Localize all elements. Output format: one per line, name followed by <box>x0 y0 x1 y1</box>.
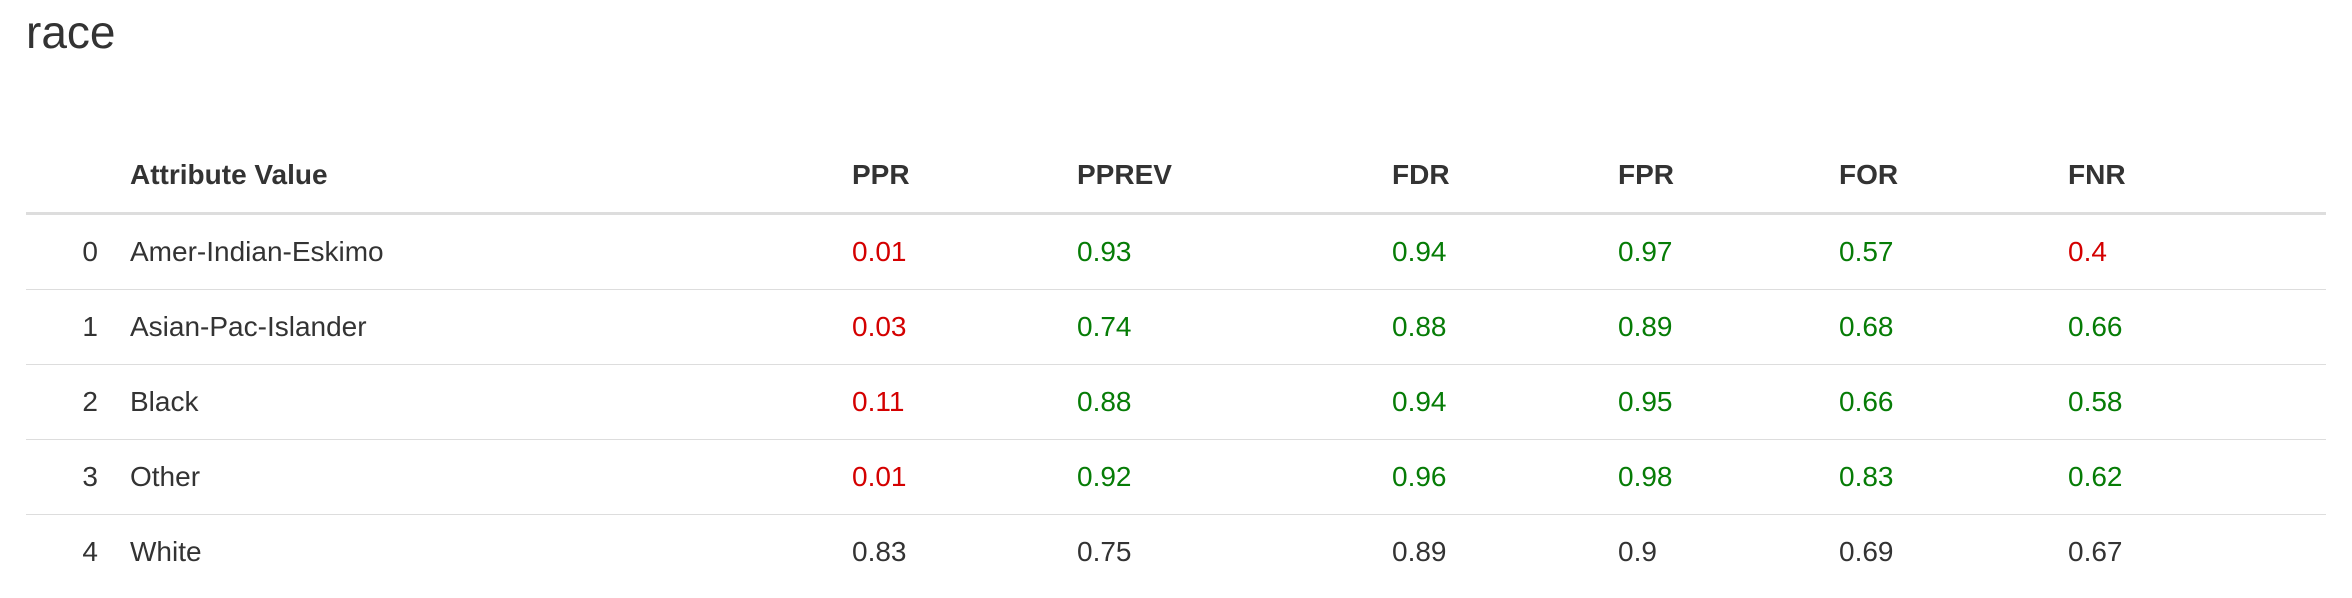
fdr-cell: 0.88 <box>1392 289 1618 365</box>
header-attribute-value: Attribute Value <box>130 138 852 215</box>
table-row: 0 Amer-Indian-Eskimo 0.01 0.93 0.94 0.97 0.57 0… <box>26 213 2326 290</box>
table-header-row: Attribute Value PPR PPREV FDR FPR FOR FN… <box>26 138 2326 215</box>
header-pprev: PPREV <box>1077 138 1392 215</box>
for-cell: 0.83 <box>1839 439 2068 515</box>
ppr-cell: 0.01 <box>852 439 1077 515</box>
ppr-cell: 0.11 <box>852 364 1077 440</box>
row-index: 3 <box>26 439 130 515</box>
fnr-cell: 0.66 <box>2068 289 2326 365</box>
fdr-cell: 0.94 <box>1392 364 1618 440</box>
pprev-cell: 0.74 <box>1077 289 1392 365</box>
fdr-cell: 0.94 <box>1392 213 1618 290</box>
fnr-cell: 0.4 <box>2068 213 2326 290</box>
fpr-cell: 0.97 <box>1618 213 1839 290</box>
ppr-cell: 0.83 <box>852 536 907 567</box>
attribute-value-cell: Amer-Indian-Eskimo <box>130 213 852 290</box>
pprev-cell: 0.88 <box>1077 364 1392 440</box>
metrics-table-container: Attribute Value PPR PPREV FDR FPR FOR FN… <box>26 138 2326 589</box>
attribute-value-cell: White <box>130 536 202 567</box>
row-index: 2 <box>26 364 130 440</box>
fdr-cell: 0.89 <box>1392 536 1447 567</box>
attribute-value-cell: Asian-Pac-Islander <box>130 289 852 365</box>
ppr-cell: 0.01 <box>852 213 1077 290</box>
fdr-cell: 0.96 <box>1392 439 1618 515</box>
table-row: 4 White 0.83 0.75 0.89 0.9 0.69 0.67 <box>26 515 2326 590</box>
fnr-cell: 0.62 <box>2068 439 2326 515</box>
attribute-value-cell: Black <box>130 364 852 440</box>
fpr-cell: 0.89 <box>1618 289 1839 365</box>
header-fpr: FPR <box>1618 138 1839 215</box>
row-index: 1 <box>26 289 130 365</box>
for-cell: 0.57 <box>1839 213 2068 290</box>
header-fdr: FDR <box>1392 138 1618 215</box>
ppr-cell: 0.03 <box>852 289 1077 365</box>
for-cell: 0.66 <box>1839 364 2068 440</box>
table-row: 3 Other 0.01 0.92 0.96 0.98 0.83 0.62 <box>26 439 2326 515</box>
metrics-table: Attribute Value PPR PPREV FDR FPR FOR FN… <box>26 138 2326 589</box>
table-row: 2 Black 0.11 0.88 0.94 0.95 0.66 0.58 <box>26 364 2326 440</box>
table-body: 0 Amer-Indian-Eskimo 0.01 0.93 0.94 0.97 0.57 0… <box>26 213 2326 590</box>
fpr-cell: 0.9 <box>1618 536 1657 567</box>
pprev-cell: 0.75 <box>1077 536 1132 567</box>
attribute-value-cell: Other <box>130 439 852 515</box>
page-title: race <box>26 6 116 58</box>
fpr-cell: 0.95 <box>1618 364 1839 440</box>
for-cell: 0.68 <box>1839 289 2068 365</box>
header-index <box>26 138 130 215</box>
pprev-cell: 0.93 <box>1077 213 1392 290</box>
row-index: 0 <box>26 213 130 290</box>
pprev-cell: 0.92 <box>1077 439 1392 515</box>
table-row: 1 Asian-Pac-Islander 0.03 0.74 0.88 0.89 0.68 0… <box>26 289 2326 365</box>
header-ppr: PPR <box>852 138 1077 215</box>
header-fnr: FNR <box>2068 138 2326 215</box>
fnr-cell: 0.67 <box>2068 536 2123 567</box>
header-for: FOR <box>1839 138 2068 215</box>
fpr-cell: 0.98 <box>1618 439 1839 515</box>
row-index: 4 <box>82 536 98 567</box>
fnr-cell: 0.58 <box>2068 364 2326 440</box>
for-cell: 0.69 <box>1839 536 1894 567</box>
